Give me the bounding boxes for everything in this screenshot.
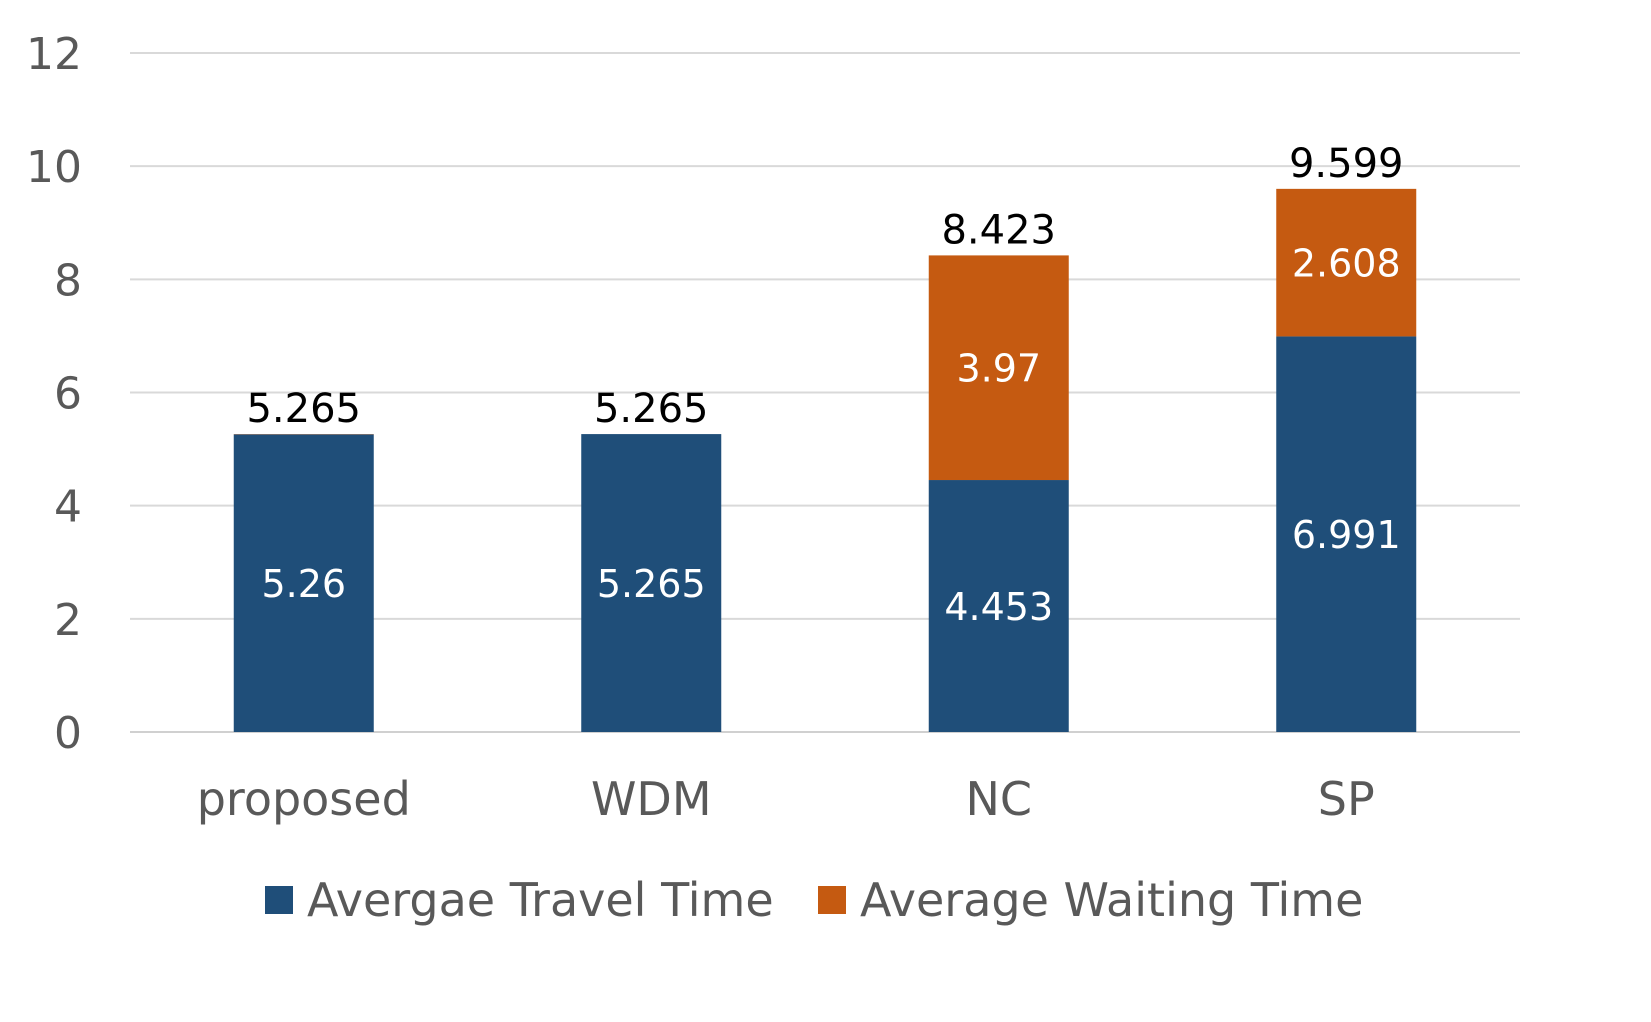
segment-value-label: 4.453 [944, 585, 1053, 629]
legend-label: Avergae Travel Time [307, 873, 774, 927]
bar-segment [1276, 188, 1417, 337]
segment-value-label: 5.265 [597, 562, 706, 606]
bar-segment [1276, 336, 1417, 732]
y-tick-label: 12 [26, 29, 82, 80]
y-tick-label: 6 [54, 369, 82, 420]
total-value-label: 5.265 [594, 386, 709, 432]
x-tick-label: SP [1318, 772, 1375, 826]
total-value-label: 8.423 [941, 207, 1056, 253]
segment-value-label: 3.97 [956, 347, 1041, 391]
bars [233, 188, 1417, 732]
x-tick-label: NC [965, 772, 1032, 826]
x-tick-label: WDM [591, 772, 712, 826]
total-value-label: 5.265 [246, 386, 361, 432]
y-tick-label: 2 [54, 595, 82, 646]
x-tick-label: proposed [197, 772, 411, 826]
y-tick-label: 8 [54, 255, 82, 306]
y-tick-label: 4 [54, 482, 82, 533]
y-axis-ticks: 0 2 4 6 8 10 12 [26, 29, 82, 759]
data-labels: 5.26 5.265 5.265 5.265 4.453 3.97 8.423 6.991 2.… [246, 141, 1403, 629]
bar-segment [581, 434, 722, 732]
legend-swatch [818, 886, 846, 914]
bar-segment [928, 480, 1069, 732]
segment-value-label: 2.608 [1292, 242, 1401, 286]
bar-segment [233, 434, 374, 732]
x-axis-ticks: proposed WDM NC SP [197, 772, 1375, 826]
legend-label: Average Waiting Time [860, 873, 1363, 927]
y-tick-label: 10 [26, 142, 82, 193]
bar-segment [928, 255, 1069, 481]
legend: Avergae Travel Time Average Waiting Time [265, 873, 1363, 927]
segment-value-label: 6.991 [1292, 513, 1401, 557]
total-value-label: 9.599 [1289, 141, 1404, 187]
y-tick-label: 0 [54, 708, 82, 759]
segment-value-label: 5.26 [261, 562, 346, 606]
legend-swatch [265, 886, 293, 914]
